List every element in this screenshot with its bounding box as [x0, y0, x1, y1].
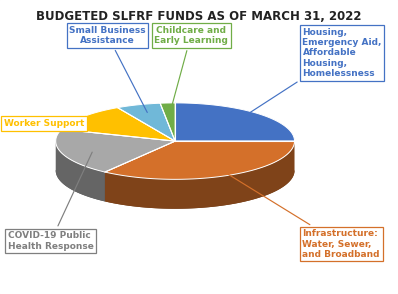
Polygon shape: [117, 103, 175, 141]
Text: Childcare and
Early Learning: Childcare and Early Learning: [154, 26, 228, 111]
Polygon shape: [56, 129, 175, 172]
Polygon shape: [105, 141, 295, 209]
Polygon shape: [105, 171, 295, 209]
Text: Worker Support: Worker Support: [4, 119, 106, 128]
Polygon shape: [56, 170, 175, 201]
Polygon shape: [56, 141, 105, 201]
Polygon shape: [62, 108, 175, 141]
Text: BUDGETED SLFRF FUNDS AS OF MARCH 31, 2022: BUDGETED SLFRF FUNDS AS OF MARCH 31, 202…: [36, 10, 362, 23]
Polygon shape: [160, 103, 175, 141]
Text: COVID-19 Public
Health Response: COVID-19 Public Health Response: [8, 152, 94, 251]
Text: Infrastructure:
Water, Sewer,
and Broadband: Infrastructure: Water, Sewer, and Broadb…: [217, 167, 380, 259]
Polygon shape: [175, 103, 295, 141]
Text: Housing,
Emergency Aid,
Affordable
Housing,
Homelessness: Housing, Emergency Aid, Affordable Housi…: [238, 28, 382, 120]
Text: Small Business
Assistance: Small Business Assistance: [69, 26, 147, 113]
Polygon shape: [105, 141, 295, 179]
